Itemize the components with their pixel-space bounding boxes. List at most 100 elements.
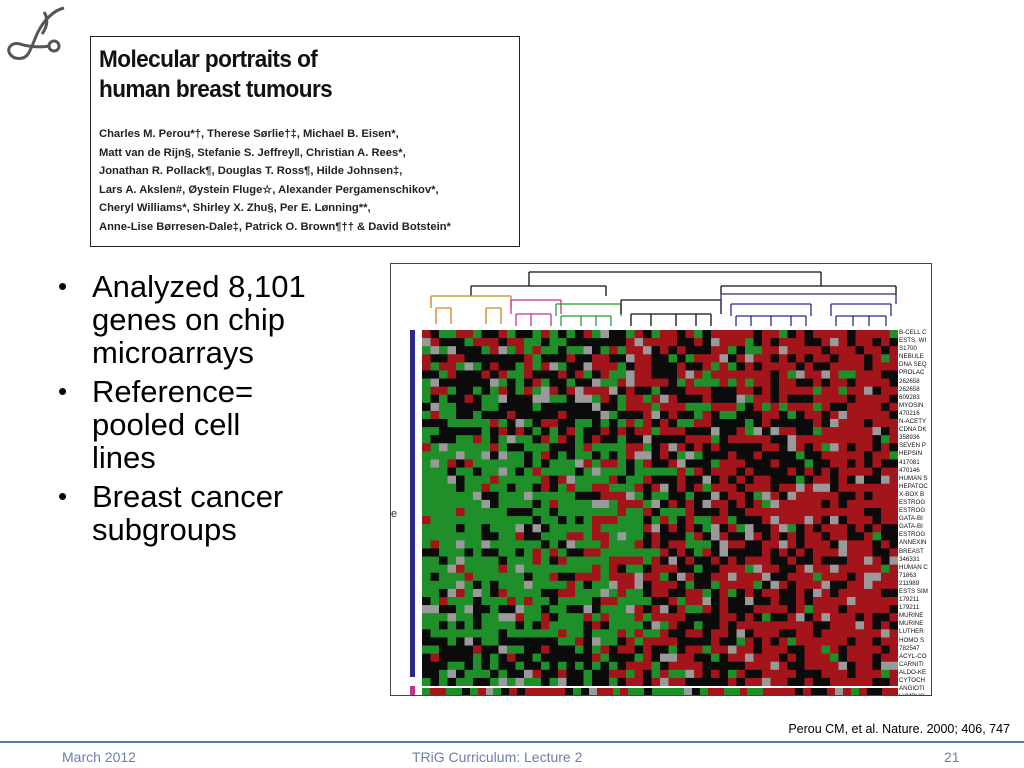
heatmap-cell [702,467,712,477]
heatmap-cell [507,597,516,606]
heatmap-cell [634,346,644,355]
heatmap-cell [643,597,652,606]
heatmap-cell [838,386,848,396]
heatmap-cell [702,362,712,371]
heatmap-cell [447,580,457,590]
heatmap-cell [609,572,618,582]
heatmap-cell [855,427,865,436]
heatmap-cell [532,475,542,485]
heatmap-cell [804,435,814,444]
heatmap-cell [566,564,576,574]
heatmap-cell [609,427,618,436]
heatmap-cell [889,597,898,606]
heatmap-cell [549,597,559,606]
heatmap-cell [762,370,771,380]
heatmap-cell [558,580,567,590]
heatmap-cell [515,556,525,566]
heatmap-cell [515,451,525,460]
heatmap-cell [855,370,865,380]
heatmap-cell [617,451,627,460]
heatmap-cell [600,669,610,679]
heatmap-cell [651,386,661,396]
heatmap-cell [719,435,729,444]
heatmap-cell [753,402,763,412]
heatmap-cell [855,459,865,469]
heatmap-cell [515,475,525,485]
heatmap-cell [643,451,652,460]
gene-label: GATA-BI [899,515,923,523]
heatmap-cell [592,435,601,444]
heatmap-cell [685,483,695,493]
heatmap-cell [830,451,839,460]
heatmap-cell [770,516,780,525]
heatmap-cell [558,386,567,396]
heatmap-cell [847,524,856,533]
heatmap-cell [677,605,686,614]
heatmap-cell [566,524,576,533]
heatmap-cell [609,443,618,452]
heatmap-cell [515,661,525,671]
heatmap-cell [719,661,729,671]
heatmap-cell [600,402,610,412]
heatmap-cell [558,459,567,469]
heatmap-cell [447,661,457,671]
heatmap-cell [447,386,457,396]
heatmap-cell [651,451,661,460]
heatmap-cell [872,362,882,371]
heatmap-cell [524,491,533,501]
heatmap-cell [558,621,567,630]
bullet-item: • Breast cancer subgroups [52,480,372,546]
heatmap-cell [796,459,805,469]
heatmap-cell [889,629,898,638]
heatmap-cell [643,508,652,517]
heatmap-cell [847,556,856,566]
heatmap-cell [838,435,848,444]
heatmap-cell [507,410,516,420]
heatmap-cell [634,605,644,614]
heatmap-cell [719,508,729,517]
sample-color-cell [525,688,534,695]
heatmap-cell [456,532,465,541]
heatmap-cell [813,491,822,501]
heatmap-cell [609,661,618,671]
heatmap-cell [439,459,448,469]
heatmap-cell [719,499,729,509]
heatmap-cell [524,645,533,655]
heatmap-cell [617,443,627,452]
heatmap-cell [864,580,873,590]
heatmap-cell [464,564,474,574]
gene-label: 417081 [899,458,920,466]
heatmap-cell [456,354,465,363]
heatmap-cell [719,669,729,679]
heatmap-cell [753,564,763,574]
heatmap-cell [643,629,652,638]
heatmap-cell [864,548,873,558]
heatmap-cell [575,475,584,485]
heatmap-cell [481,435,491,444]
heatmap-cell [728,451,737,460]
heatmap-cell [626,499,635,509]
heatmap-cell [770,402,780,412]
heatmap-cell [473,451,482,460]
heatmap-cell [473,629,482,638]
heatmap-cell [736,661,746,671]
heatmap-cell [439,378,448,388]
heatmap-cell [745,613,754,622]
heatmap-cell [558,661,567,671]
heatmap-cell [600,540,610,549]
heatmap-cell [600,370,610,380]
heatmap-cell [762,410,771,420]
heatmap-cell [813,475,822,485]
heatmap-cell [847,605,856,614]
heatmap-cell [847,346,856,355]
heatmap-cell [575,532,584,541]
gene-label: CYTOCH [899,677,926,685]
heatmap-cell [490,354,499,363]
heatmap-cell [600,338,610,347]
heatmap-cell [643,419,652,428]
heatmap-cell [566,532,576,541]
heatmap-cell [677,435,686,444]
heatmap-cell [668,677,678,686]
heatmap-cell [830,653,839,663]
heatmap-cell [515,394,525,404]
